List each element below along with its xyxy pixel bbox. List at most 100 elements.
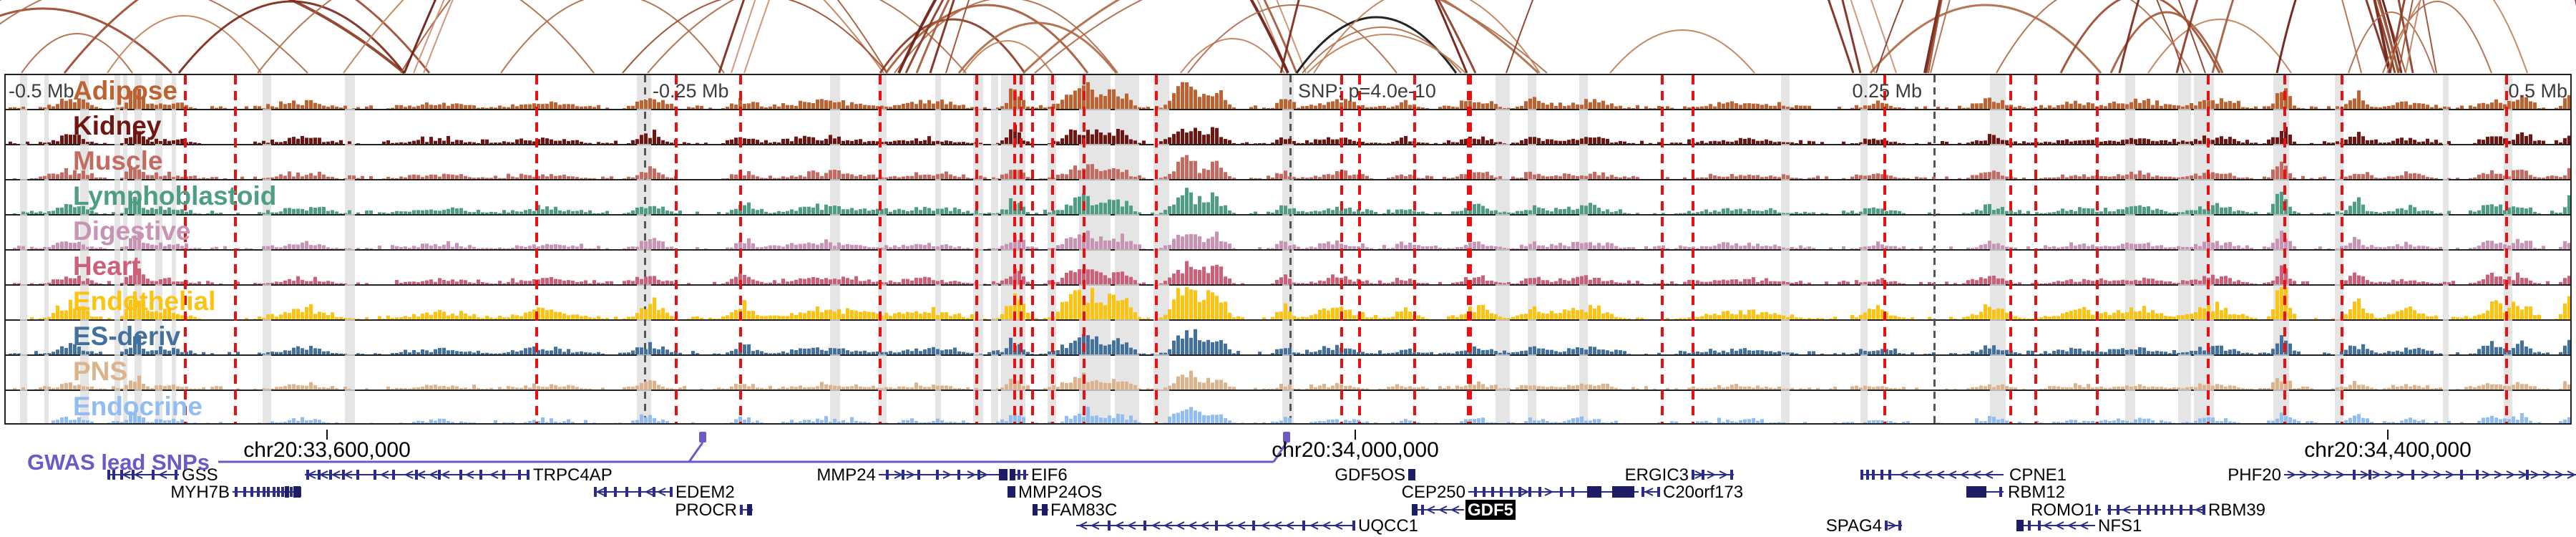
signal-kidney bbox=[9, 125, 2570, 144]
snp-ld-line bbox=[1013, 75, 1016, 423]
gene-CPNE1[interactable]: CPNE1 bbox=[1860, 465, 2067, 485]
gene-label[interactable]: ROMO1 bbox=[2031, 500, 2094, 520]
interaction-arc bbox=[1180, 38, 1285, 74]
snp-ld-line bbox=[184, 75, 187, 423]
highlight-band bbox=[2125, 75, 2135, 423]
gene-TRPC4AP[interactable]: TRPC4AP bbox=[305, 465, 613, 485]
interaction-arc bbox=[400, 0, 888, 74]
gene-label[interactable]: PROCR bbox=[675, 500, 737, 520]
gene-RBM39[interactable]: RBM39 bbox=[2107, 500, 2265, 520]
interaction-arc bbox=[2147, 19, 2292, 74]
gwas-snp-marker[interactable] bbox=[699, 432, 706, 442]
track-label-digestive: Digestive bbox=[73, 216, 191, 246]
gwas-snp-connector bbox=[688, 442, 704, 463]
gene-label[interactable]: EIF6 bbox=[1031, 465, 1068, 485]
gene-EIF6[interactable]: EIF6 bbox=[1010, 465, 1068, 485]
gene-label[interactable]: C20orf173 bbox=[1663, 483, 1743, 502]
gene-GSS[interactable]: GSS bbox=[107, 465, 218, 485]
gene-MYH7B[interactable]: MYH7B bbox=[170, 483, 301, 502]
snp-ld-line bbox=[234, 75, 237, 423]
gene-CEP250[interactable]: CEP250 bbox=[1402, 483, 1639, 502]
gene-label[interactable]: CPNE1 bbox=[2009, 465, 2067, 485]
gene-ERGIC3[interactable]: ERGIC3 bbox=[1625, 465, 1734, 485]
gene-label[interactable]: FAM83C bbox=[1050, 500, 1117, 520]
gene-label[interactable]: GSS bbox=[182, 465, 218, 485]
distance-mark-line bbox=[644, 75, 646, 423]
highlight-band bbox=[345, 75, 355, 423]
gene-label[interactable]: TRPC4AP bbox=[533, 465, 613, 485]
gene-label[interactable]: GDF5OS bbox=[1335, 465, 1405, 485]
track-label-lymphoblastoid: Lymphoblastoid bbox=[73, 181, 277, 211]
snp-ld-line bbox=[1051, 75, 1054, 423]
gene-RBM12[interactable]: RBM12 bbox=[1966, 483, 2065, 502]
signal-lymphoblastoid bbox=[13, 188, 2570, 214]
interaction-arc bbox=[1187, 4, 1397, 74]
gene-label[interactable]: MYH7B bbox=[170, 483, 230, 502]
gene-label[interactable]: RBM12 bbox=[2008, 483, 2065, 502]
coordinate-label: chr20:34,400,000 bbox=[2304, 438, 2472, 462]
gene-EDEM2[interactable]: EDEM2 bbox=[594, 483, 735, 502]
highlight-band bbox=[991, 75, 998, 423]
coordinate-label: chr20:33,600,000 bbox=[243, 438, 411, 462]
interaction-arc bbox=[879, 18, 1026, 74]
track-label-kidney: Kidney bbox=[73, 111, 162, 140]
distance-mark-line bbox=[1933, 75, 1936, 423]
gene-GDF5OS[interactable]: GDF5OS bbox=[1335, 465, 1415, 485]
signal-tracks-panel[interactable]: Adipose Kidney Muscle Lymphoblastoid Digesti… bbox=[4, 74, 2572, 425]
gene-MMP24OS[interactable]: MMP24OS bbox=[1008, 483, 1102, 502]
distance-label: SNP: p=4.0e-10 bbox=[1298, 80, 1436, 102]
track-label-pns: PNS bbox=[73, 357, 128, 386]
interaction-arc bbox=[257, 0, 595, 74]
gene-label[interactable]: PHF20 bbox=[2228, 465, 2281, 485]
gene-PHF20[interactable]: PHF20 bbox=[2228, 465, 2576, 485]
gene-GDF5[interactable]: GDF5 bbox=[1412, 500, 1516, 520]
highlight-band bbox=[44, 75, 49, 423]
interaction-arc bbox=[2405, 0, 2421, 74]
gene-label[interactable]: ERGIC3 bbox=[1625, 465, 1689, 485]
highlight-band bbox=[1990, 75, 2006, 423]
highlight-band bbox=[2194, 75, 2214, 423]
interaction-arc bbox=[0, 0, 308, 74]
distance-label: 0.5 Mb bbox=[2508, 80, 2567, 102]
gene-NFS1[interactable]: NFS1 bbox=[2016, 516, 2142, 536]
gene-label[interactable]: SPAG4 bbox=[1826, 516, 1882, 536]
gene-SPAG4[interactable]: SPAG4 bbox=[1826, 516, 1902, 536]
gene-C20orf173[interactable]: C20orf173 bbox=[1641, 483, 1743, 502]
interaction-arc bbox=[1609, 29, 1755, 74]
interaction-arc bbox=[177, 0, 406, 74]
highlight-band bbox=[135, 75, 142, 423]
highlight-band bbox=[2443, 75, 2449, 423]
gene-label[interactable]: MMP24OS bbox=[1018, 483, 1102, 502]
interaction-arc bbox=[2348, 11, 2435, 74]
gene-label[interactable]: EDEM2 bbox=[675, 483, 735, 502]
interaction-arc bbox=[622, 0, 888, 74]
signal-pns bbox=[13, 370, 2570, 390]
highlight-band bbox=[1860, 75, 1868, 423]
snp-ld-line bbox=[535, 75, 538, 423]
gene-annotation-panel: GSS TRPC4AP MMP24 EIF6 GDF5OS ERGIC3 CPNE1 PHF2… bbox=[107, 430, 2576, 536]
gene-label[interactable]: UQCC1 bbox=[1358, 516, 1418, 536]
gene-label[interactable]: GDF5 bbox=[1468, 500, 1513, 520]
signal-adipose bbox=[9, 82, 2570, 109]
gwas-snp-marker[interactable] bbox=[1283, 432, 1290, 442]
coordinate-label: chr20:34,000,000 bbox=[1272, 438, 1439, 462]
interaction-arc bbox=[63, 0, 431, 74]
highlight-band bbox=[80, 75, 89, 423]
gene-FAM83C[interactable]: FAM83C bbox=[1033, 500, 1117, 520]
snp-ld-line bbox=[2009, 75, 2012, 423]
snp-ld-line bbox=[675, 75, 678, 423]
highlight-band bbox=[1781, 75, 1790, 423]
gene-UQCC1[interactable]: UQCC1 bbox=[1076, 516, 1418, 536]
gene-label[interactable]: MMP24 bbox=[816, 465, 876, 485]
interaction-arc bbox=[403, 0, 1468, 74]
highlight-band bbox=[1496, 75, 1510, 423]
interaction-arc bbox=[2382, 1, 2492, 74]
gene-MMP24[interactable]: MMP24 bbox=[816, 465, 1008, 485]
gene-ROMO1[interactable]: ROMO1 bbox=[2031, 500, 2101, 520]
gene-label[interactable]: CEP250 bbox=[1402, 483, 1465, 502]
gene-PROCR[interactable]: PROCR bbox=[675, 500, 753, 520]
gene-label[interactable]: RBM39 bbox=[2208, 500, 2265, 520]
highlight-band bbox=[123, 75, 127, 423]
interaction-arc bbox=[1925, 0, 2414, 74]
gene-label[interactable]: NFS1 bbox=[2098, 516, 2142, 536]
